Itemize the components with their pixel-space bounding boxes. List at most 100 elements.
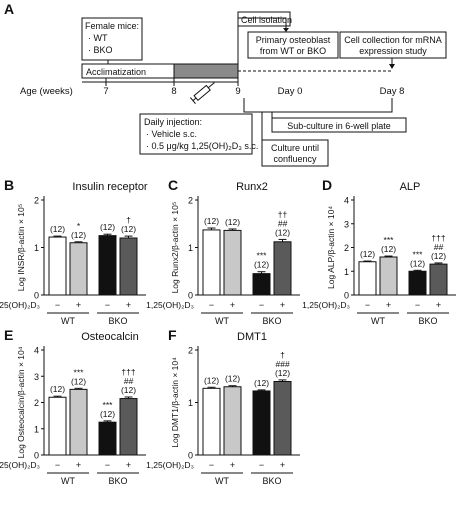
y-axis-label: Log INSR/β-actin × 10⁵ <box>16 204 26 292</box>
panel-e: E Osteocalcin 0 1 2 3 4 Log Osteocalcin/β-actin… <box>0 327 146 486</box>
y-axis-label: Log Osteocalcin/β-actin × 10⁴ <box>16 346 26 458</box>
group-label-bko: BKO <box>262 316 281 326</box>
y-tick-label: 2 <box>344 243 349 253</box>
chart-title: Runx2 <box>236 181 268 193</box>
significance-label: * <box>77 221 81 231</box>
y-tick-label: 1 <box>34 243 39 253</box>
n-label: (12) <box>275 368 290 378</box>
n-label: (12) <box>254 260 269 270</box>
culture-until-line2: confluency <box>273 154 317 164</box>
cell-isolation-arrowhead <box>283 28 289 32</box>
y-tick-label: 0 <box>34 291 39 301</box>
group-label-wt: WT <box>61 476 75 486</box>
n-label: (12) <box>204 375 219 385</box>
treatment-sign: + <box>280 300 285 310</box>
age-axis-label: Age (weeks) <box>20 86 73 97</box>
significance-label: ## <box>124 376 134 386</box>
y-axis-label: Log DMT1/β-actin × 10⁴ <box>170 357 180 448</box>
significance-label: *** <box>413 249 424 259</box>
panel-d-letter: D <box>322 177 332 193</box>
chart-title: ALP <box>400 181 421 193</box>
treatment-sign: − <box>415 300 420 310</box>
y-tick-label: 2 <box>188 346 193 356</box>
n-label: (12) <box>50 224 65 234</box>
panel-b-letter: B <box>4 177 14 193</box>
cell-collection-line2: expression study <box>359 46 427 56</box>
treatment-row-label: 1,25(OH)₂D₃ <box>0 460 40 470</box>
panel-a-label: A <box>4 1 14 17</box>
bar <box>273 241 292 296</box>
cell-isolation-label: Cell isolation <box>241 15 292 25</box>
n-label: (12) <box>100 222 115 232</box>
bar <box>48 236 67 296</box>
culture-bracket <box>243 98 393 113</box>
mice-box-title: Female mice: <box>85 21 139 31</box>
treatment-sign: + <box>280 460 285 470</box>
treatment-sign: + <box>386 300 391 310</box>
treatment-row-label: 1,25(OH)₂D₃ <box>146 300 194 310</box>
panel-e-letter: E <box>4 327 13 343</box>
n-label: (12) <box>275 227 290 237</box>
group-label-wt: WT <box>215 476 229 486</box>
n-label: (12) <box>360 249 375 259</box>
group-label-bko: BKO <box>108 476 127 486</box>
y-tick-label: 1 <box>188 243 193 253</box>
bar <box>48 396 67 456</box>
treatment-sign: + <box>126 460 131 470</box>
n-label: (12) <box>100 409 115 419</box>
n-label: (12) <box>204 216 219 226</box>
y-tick-label: 1 <box>344 267 349 277</box>
cell-collection-line1: Cell collection for mRNA <box>344 35 442 45</box>
y-tick-label: 3 <box>344 219 349 229</box>
bar <box>358 261 377 296</box>
treatment-row-label: 1,25(OH)₂D₃ <box>0 300 40 310</box>
y-tick-label: 4 <box>344 196 349 206</box>
bar <box>98 235 117 296</box>
significance-label: ## <box>434 242 444 252</box>
n-label: (12) <box>71 230 86 240</box>
bar <box>379 256 398 296</box>
injection-box <box>139 113 253 155</box>
chart-title: DMT1 <box>237 331 267 343</box>
bar <box>252 390 271 456</box>
y-tick-label: 2 <box>188 196 193 206</box>
injection-box-title: Daily injection: <box>144 117 202 127</box>
bar <box>119 398 138 456</box>
panel-f: F DMT1 0 1 2 Log DMT1/β-actin × 10⁴ (12) − (12) +… <box>146 327 300 486</box>
primary-osteoblast-box <box>247 31 339 59</box>
chart-panels: B Insulin receptor 0 1 2 Log INSR/β-actin × 1… <box>0 177 456 486</box>
n-label: (12) <box>71 376 86 386</box>
y-axis-label: Log ALP/β-actin × 10⁴ <box>326 206 336 289</box>
bar <box>69 242 88 296</box>
chart-title: Osteocalcin <box>81 331 138 343</box>
treatment-sign: − <box>259 460 264 470</box>
injection-item-calcitriol: · 0.5 μg/kg 1,25(OH)₂D₃ s.c. <box>146 141 258 151</box>
age-tick-9: 9 <box>235 86 240 97</box>
treatment-sign: − <box>209 300 214 310</box>
mice-box <box>81 17 143 61</box>
significance-label: *** <box>103 400 114 410</box>
significance-label: *** <box>257 251 268 261</box>
subculture-box <box>271 117 407 133</box>
significance-label: †† <box>278 209 288 219</box>
treatment-sign: − <box>209 460 214 470</box>
y-axis-label: Log Runx2/β-actin × 10⁵ <box>170 202 180 294</box>
chart-title: Insulin receptor <box>72 181 148 193</box>
group-label-wt: WT <box>371 316 385 326</box>
group-label-wt: WT <box>215 316 229 326</box>
significance-label: ### <box>275 359 289 369</box>
treatment-row-label: 1,25(OH)₂D₃ <box>146 460 194 470</box>
group-label-bko: BKO <box>108 316 127 326</box>
cell-isolation-box <box>237 11 291 27</box>
n-label: (12) <box>410 258 425 268</box>
age-tick-7: 7 <box>103 86 108 97</box>
mice-box-item-bko: · BKO <box>88 45 113 55</box>
significance-label: ## <box>278 218 288 228</box>
treatment-sign: − <box>365 300 370 310</box>
subculture-label: Sub-culture in 6-well plate <box>287 121 391 131</box>
injection-item-vehicle: · Vehicle s.c. <box>146 129 197 139</box>
bar <box>119 237 138 296</box>
y-tick-label: 4 <box>34 346 39 356</box>
y-tick-label: 1 <box>188 398 193 408</box>
